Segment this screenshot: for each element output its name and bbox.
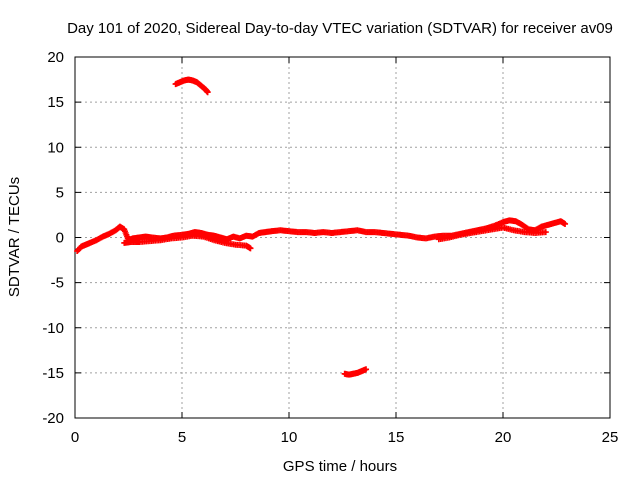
y-tick-label: -15	[42, 365, 64, 382]
x-tick-label: 5	[178, 429, 186, 446]
data-point	[562, 220, 569, 227]
y-tick-label: -10	[42, 320, 64, 337]
x-axis-label: GPS time / hours	[283, 458, 397, 475]
y-tick-label: 0	[56, 230, 64, 247]
y-tick-label: 20	[47, 49, 64, 66]
x-tick-label: 0	[71, 429, 79, 446]
y-tick-label: -20	[42, 410, 64, 427]
data-points	[74, 76, 569, 378]
plot-frame	[74, 56, 611, 419]
data-point	[247, 245, 254, 252]
y-tick-label: 5	[56, 184, 64, 201]
x-tick-label: 20	[495, 429, 512, 446]
grid	[75, 57, 610, 418]
data-point	[204, 89, 211, 96]
x-tick-label: 25	[602, 429, 619, 446]
y-tick-label: -5	[51, 275, 64, 292]
x-tick-label: 15	[388, 429, 405, 446]
y-tick-label: 10	[47, 139, 64, 156]
data-point	[542, 229, 549, 236]
chart-title: Day 101 of 2020, Sidereal Day-to-day VTE…	[67, 20, 613, 37]
data-point	[363, 366, 370, 373]
y-axis-label: SDTVAR / TECUs	[6, 177, 23, 297]
y-tick-label: 15	[47, 94, 64, 111]
axis-ticks: 0 5 10 15 20 25 -20 -15 -10 -5 0 5 10 15 20	[42, 49, 618, 446]
x-tick-label: 10	[281, 429, 298, 446]
